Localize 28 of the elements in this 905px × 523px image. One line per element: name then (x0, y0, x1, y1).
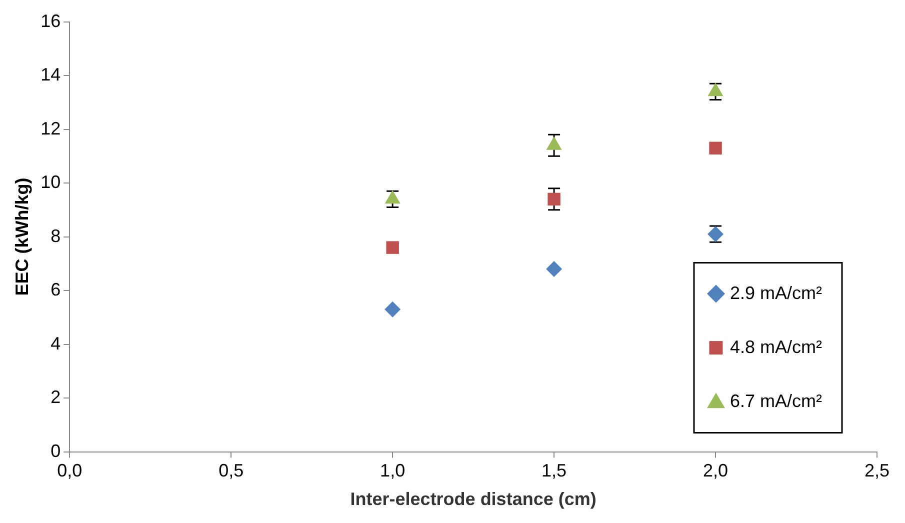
point (384, 190, 400, 204)
y-tick-label: 14 (40, 64, 61, 85)
y-tick-label: 4 (50, 333, 61, 354)
x-tick-label: 1,5 (542, 460, 567, 481)
x-tick-label: 2,0 (703, 460, 728, 481)
point (546, 261, 562, 278)
x-tick-label: 2,5 (864, 460, 890, 481)
x-tick-label: 1,0 (380, 460, 406, 481)
point (708, 82, 724, 96)
point (709, 142, 722, 154)
x-tick-label: 0,5 (218, 460, 244, 481)
y-axis-title: EEC (kWh/kg) (12, 178, 32, 296)
x-tick-label: 0,0 (57, 460, 82, 481)
point (386, 241, 399, 254)
point (384, 301, 401, 318)
legend-label: 4.8 mA/cm² (730, 336, 822, 357)
y-tick-label: 12 (40, 118, 61, 138)
y-tick-label: 16 (40, 10, 61, 31)
x-axis-title: Inter-electrode distance (cm) (350, 489, 596, 510)
y-tick-label: 0 (50, 440, 61, 461)
y-tick-label: 2 (50, 387, 61, 408)
legend-label: 6.7 mA/cm² (730, 390, 822, 411)
point (548, 192, 560, 206)
y-tick-label: 8 (50, 226, 61, 246)
y-tick-label: 6 (50, 280, 61, 300)
y-tick-label: 10 (40, 172, 61, 192)
point (546, 136, 562, 150)
legend-label: 2.9 mA/cm² (730, 282, 822, 303)
